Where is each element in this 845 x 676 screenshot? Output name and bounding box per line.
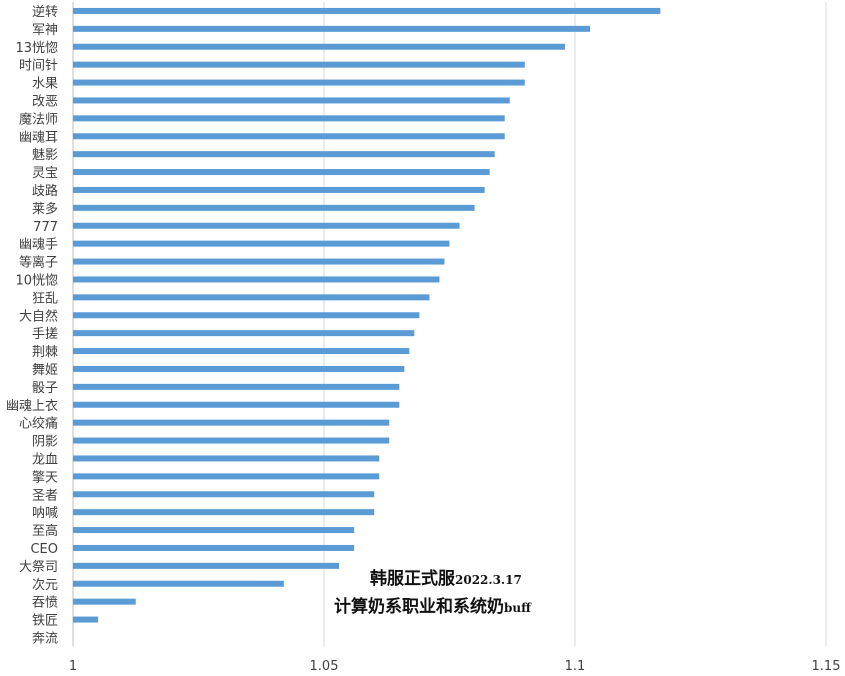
bar [73,97,510,104]
category-label: 骰子 [32,381,58,396]
category-label: 歧路 [32,183,58,199]
bar [73,562,340,569]
category-label: 手搓 [32,326,58,342]
bar [73,598,136,605]
category-label: 10恍惚 [15,272,58,288]
category-label: 奔流 [32,631,58,646]
category-label: 军神 [32,23,58,38]
category-label: 至高 [32,523,58,539]
chart-title-line-1-text: 韩服正式服 [370,569,455,589]
bar [73,79,525,86]
chart-title-line-2-suffix: buff [504,601,531,615]
category-label: 次元 [32,577,58,593]
category-label: 狂乱 [32,291,58,306]
bar [73,348,410,355]
category-label: 魔法师 [19,112,58,127]
bar [73,222,460,229]
category-label: 幽魂耳 [19,129,58,145]
chart-title-line-1-date: 2022.3.17 [455,573,522,587]
category-label: 荆棘 [32,344,58,360]
bar [73,133,505,140]
category-label: 幽魂手 [19,237,58,253]
category-label: 阴影 [32,435,58,450]
category-label: 圣者 [32,488,58,503]
category-label: 吞愤 [32,596,58,611]
category-label: 莱多 [32,201,58,217]
bar [73,151,495,158]
x-tick-label: 1.1 [565,659,586,674]
bar [73,169,490,176]
bars [73,7,661,623]
bar [73,25,591,32]
bar [73,383,400,390]
bar [73,330,415,337]
bar [73,401,400,408]
category-label: 灵宝 [32,166,58,181]
category-label: 13恍惚 [15,40,58,56]
bar [73,419,390,426]
bar [73,294,430,301]
bar [73,115,505,122]
bar [73,43,565,50]
x-tick-label: 1.05 [310,659,339,674]
category-label: 777 [33,220,58,235]
category-label: 幽魂上衣 [6,398,58,414]
bar [73,312,420,319]
bar [73,455,380,462]
chart-title-line-1: 韩服正式服2022.3.17 [370,564,522,589]
bar [73,580,284,587]
category-label: CEO [30,542,58,557]
category-label: 时间针 [19,59,58,74]
category-label: 铁匠 [32,614,58,629]
bar [73,437,390,444]
category-label: 魅影 [32,148,58,163]
x-tick-label: 1 [69,659,77,674]
bar [73,61,525,68]
bar [73,544,355,551]
category-label: 呐喊 [32,506,58,521]
chart-title-line-2: 计算奶系职业和系统奶buff [334,592,531,617]
x-tick-labels: 1 1.05 1.1 1.15 [69,659,841,674]
category-label: 心绞痛 [19,416,58,432]
bar [73,240,450,247]
category-label: 逆转 [32,4,58,20]
gridlines [72,2,827,647]
category-label: 等离子 [19,255,58,271]
bar [73,204,475,211]
bar [73,186,485,193]
x-tick-label: 1.15 [812,659,841,674]
bar [73,509,375,516]
category-label: 擎天 [32,470,58,485]
bar [73,258,445,265]
bar [73,491,375,498]
bar [73,276,440,283]
bar [73,365,405,372]
category-label: 龙血 [32,452,58,467]
bar [73,527,355,534]
bar [73,473,380,480]
category-label: 大自然 [19,308,58,324]
category-label: 大祭司 [19,560,58,575]
bar [73,7,661,14]
category-label: 水果 [32,77,58,92]
category-label: 舞姬 [32,363,58,378]
chart-title-line-2-text: 计算奶系职业和系统奶 [334,597,504,617]
category-label: 改恶 [32,94,58,109]
bar [73,616,99,623]
